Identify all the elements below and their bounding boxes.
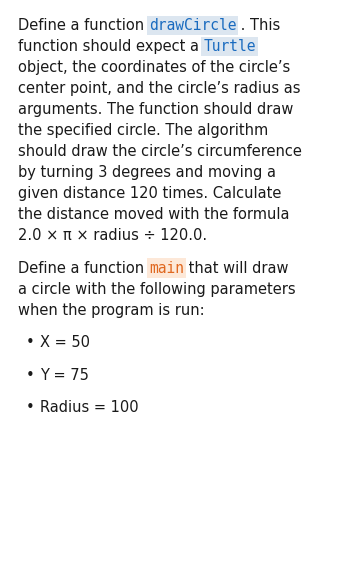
Text: object, the coordinates of the circle’s: object, the coordinates of the circle’s — [18, 60, 290, 75]
Text: Y = 75: Y = 75 — [40, 368, 89, 383]
Text: a circle with the following parameters: a circle with the following parameters — [18, 281, 296, 297]
Text: function should expect a: function should expect a — [18, 39, 204, 54]
Text: . This: . This — [236, 18, 280, 33]
Text: •: • — [26, 335, 35, 350]
Text: •: • — [26, 400, 35, 415]
Text: by turning 3 degrees and moving a: by turning 3 degrees and moving a — [18, 165, 276, 180]
Text: given distance 120 times. Calculate: given distance 120 times. Calculate — [18, 186, 281, 201]
Text: when the program is run:: when the program is run: — [18, 302, 205, 317]
Text: should draw the circle’s circumference: should draw the circle’s circumference — [18, 144, 302, 159]
Text: drawCircle: drawCircle — [149, 18, 236, 33]
Text: Radius = 100: Radius = 100 — [40, 400, 139, 415]
Text: that will draw: that will draw — [184, 261, 288, 276]
Text: main: main — [149, 261, 184, 276]
Text: X = 50: X = 50 — [40, 335, 90, 350]
Text: Turtle: Turtle — [204, 39, 256, 54]
Text: the specified circle. The algorithm: the specified circle. The algorithm — [18, 123, 268, 138]
Text: 2.0 × π × radius ÷ 120.0.: 2.0 × π × radius ÷ 120.0. — [18, 228, 207, 243]
Text: arguments. The function should draw: arguments. The function should draw — [18, 102, 293, 117]
Text: the distance moved with the formula: the distance moved with the formula — [18, 207, 289, 222]
Text: •: • — [26, 368, 35, 383]
Text: Define a function: Define a function — [18, 18, 149, 33]
Text: center point, and the circle’s radius as: center point, and the circle’s radius as — [18, 81, 301, 96]
Text: Define a function: Define a function — [18, 261, 149, 276]
